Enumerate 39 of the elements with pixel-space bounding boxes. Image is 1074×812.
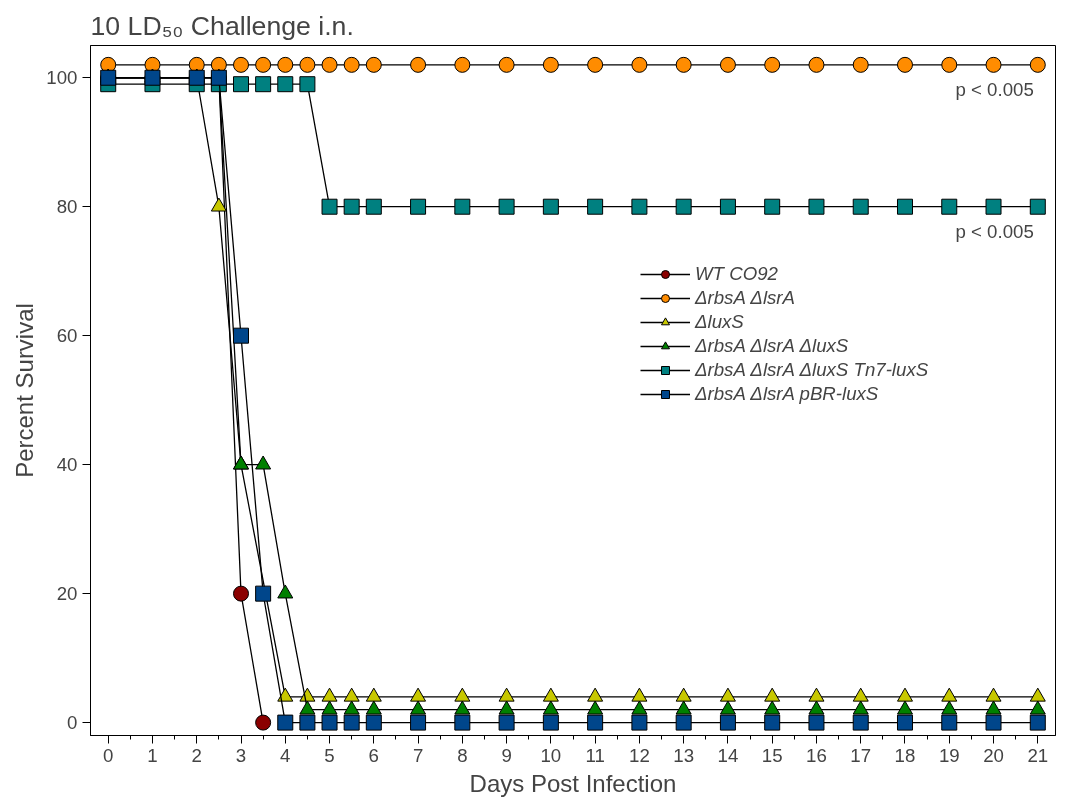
annotation: p < 0.005: [955, 220, 1034, 242]
x-tick-label: 13: [673, 744, 695, 766]
x-tick-label: 12: [629, 744, 650, 766]
x-tick-label: 6: [368, 744, 380, 766]
legend-label: ΔluxS: [695, 311, 744, 333]
y-tick-label: 0: [67, 712, 78, 734]
x-tick-label: 17: [850, 744, 872, 766]
y-tick-label: 40: [56, 454, 78, 476]
x-axis-title: Days Post Infection: [469, 769, 677, 797]
x-tick-label: 11: [585, 744, 605, 766]
legend-label: ΔrbsA ΔlsrA ΔluxS: [695, 335, 849, 357]
x-tick-label: 7: [412, 744, 424, 766]
x-tick-label: 4: [280, 744, 291, 766]
y-tick-label: 20: [56, 583, 78, 605]
x-tick-label: 21: [1027, 744, 1049, 766]
x-tick-label: 8: [457, 744, 468, 766]
y-tick-label: 100: [46, 67, 78, 89]
x-tick-label: 0: [103, 744, 114, 766]
x-tick-label: 2: [191, 744, 202, 766]
x-tick-label: 20: [983, 744, 1004, 766]
x-tick-label: 14: [717, 744, 739, 766]
x-tick-label: 3: [235, 744, 247, 766]
x-tick-label: 15: [761, 744, 783, 766]
annotation: p < 0.005: [955, 78, 1034, 100]
legend-label: ΔrbsA ΔlsrA: [695, 287, 796, 309]
legend-label: WT CO92: [695, 263, 778, 285]
x-tick-label: 1: [147, 744, 158, 766]
y-tick-label: 80: [56, 196, 78, 218]
y-axis-title: Percent Survival: [11, 303, 39, 478]
legend-label: ΔrbsA ΔlsrA pBR-luxS: [695, 383, 879, 405]
x-tick-label: 19: [938, 744, 960, 766]
y-tick-label: 60: [56, 325, 78, 347]
chart-title: 10 LD₅₀ Challenge i.n.: [90, 10, 354, 41]
x-tick-label: 10: [540, 744, 562, 766]
x-tick-label: 16: [806, 744, 827, 766]
legend-label: ΔrbsA ΔlsrA ΔluxS Tn7-luxS: [695, 359, 929, 381]
x-tick-label: 5: [324, 744, 335, 766]
x-tick-label: 18: [894, 744, 916, 766]
x-tick-label: 9: [501, 744, 512, 766]
